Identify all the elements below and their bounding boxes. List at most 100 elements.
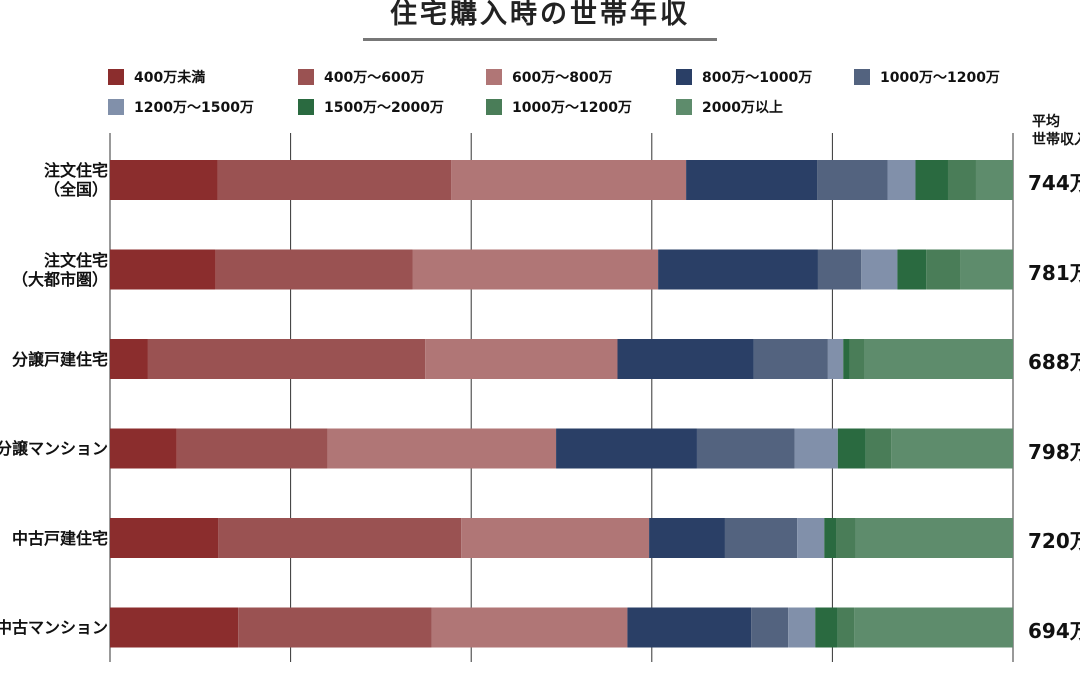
- bar-segment: [686, 160, 818, 200]
- category-label-line: 注文住宅: [43, 250, 108, 270]
- category-label: 分譲マンション: [0, 439, 108, 458]
- bar-segment: [110, 607, 239, 648]
- bar-segment: [217, 160, 452, 200]
- bar-segment: [855, 518, 1013, 558]
- legend-label: 2000万以上: [702, 100, 783, 116]
- bar-segment: [887, 160, 916, 200]
- legend-swatch: [108, 69, 124, 85]
- legend-item: 400万～600万: [298, 66, 424, 88]
- bar-segment: [753, 339, 828, 379]
- legend-item: 1000万～1200万: [486, 96, 632, 118]
- legend-label: 1200万～1500万: [134, 100, 254, 116]
- category-label: 注文住宅 （全国）: [44, 161, 108, 199]
- bar-segment: [815, 607, 838, 648]
- bar-segment: [849, 339, 865, 379]
- bar-segment: [824, 518, 837, 558]
- legend-swatch: [854, 69, 870, 85]
- bar-segment: [788, 607, 816, 648]
- category-label: 中古マンション: [0, 618, 108, 637]
- bar-segment: [864, 339, 1013, 379]
- bar-segment: [751, 607, 789, 648]
- title-underline: [363, 38, 717, 41]
- legend-item: 800万～1000万: [676, 66, 812, 88]
- legend-swatch: [676, 99, 692, 115]
- average-header-line: 世帯収入: [1032, 132, 1080, 148]
- bar-segment: [218, 518, 462, 558]
- legend-item: 1500万～2000万: [298, 96, 444, 118]
- legend-item: 1200万～1500万: [108, 96, 254, 118]
- bar-segment: [837, 607, 855, 648]
- category-label: 中古戸建住宅: [12, 529, 108, 548]
- bar-segment: [556, 428, 697, 469]
- bar-segment: [861, 249, 898, 290]
- bar-segment: [627, 607, 752, 648]
- average-income-label: 720万: [1028, 529, 1080, 553]
- average-header-line: 平均: [1032, 114, 1060, 130]
- legend-label: 1000万～1200万: [512, 100, 632, 116]
- bar-segment: [425, 339, 618, 379]
- legend-label: 1000万～1200万: [880, 70, 1000, 86]
- bar-segment: [926, 249, 961, 290]
- bar-segment: [110, 428, 177, 469]
- bar-segment: [147, 339, 426, 379]
- bar-segment: [176, 428, 328, 469]
- bar-segment: [827, 339, 844, 379]
- bar-segment: [854, 607, 1013, 648]
- average-income-label: 694万: [1028, 618, 1080, 643]
- category-label: 分譲戸建住宅: [12, 350, 108, 369]
- legend-swatch: [486, 99, 502, 115]
- bar-segment: [238, 607, 432, 648]
- bar-segment: [897, 249, 927, 290]
- average-income-label: 798万: [1028, 439, 1080, 464]
- legend: 400万未満 400万～600万 600万～800万 800万～1000万 1000万～…: [108, 66, 1038, 122]
- bar-segment: [110, 160, 218, 200]
- bar-segment: [649, 518, 725, 558]
- legend-swatch: [676, 69, 692, 85]
- bar-segment: [947, 160, 976, 200]
- category-label-line: （全国）: [43, 180, 108, 199]
- legend-label: 400万～600万: [324, 70, 425, 86]
- legend-label: 800万～1000万: [702, 70, 813, 86]
- legend-label: 400万未満: [134, 70, 206, 86]
- average-income-label: 744万: [1028, 171, 1080, 195]
- legend-item: 600万～800万: [486, 66, 612, 88]
- bar-segment: [110, 518, 219, 558]
- bar-segment: [658, 249, 818, 290]
- bar-segment: [412, 249, 659, 290]
- category-label-line: 注文住宅: [43, 161, 108, 180]
- legend-label: 1500万～2000万: [324, 100, 444, 116]
- bar-segment: [817, 160, 888, 200]
- category-label-line: 分譲戸建住宅: [11, 349, 108, 369]
- bar-segment: [837, 428, 866, 469]
- legend-item: 1000万～1200万: [854, 66, 1000, 88]
- legend-label: 600万～800万: [512, 70, 613, 86]
- bar-segment: [843, 339, 850, 379]
- bar-segment: [724, 518, 798, 558]
- bar-segment: [215, 249, 413, 290]
- bar-segment: [461, 518, 650, 558]
- bar-segment: [817, 249, 862, 290]
- bar-segment: [891, 428, 1013, 469]
- bar-segment: [110, 249, 216, 290]
- chart-title: 住宅購入時の世帯年収: [390, 0, 690, 30]
- legend-swatch: [298, 99, 314, 115]
- bar-segment: [836, 518, 856, 558]
- bar-segment: [797, 518, 825, 558]
- bar-segment: [794, 428, 838, 469]
- bar-segment: [865, 428, 892, 469]
- bar-segment: [617, 339, 754, 379]
- legend-swatch: [298, 69, 314, 85]
- average-income-label: 688万: [1028, 350, 1080, 374]
- bar-segment: [960, 249, 1013, 290]
- category-label-line: 中古戸建住宅: [11, 528, 108, 548]
- category-label-line: 中古マンション: [0, 618, 108, 637]
- average-income-header: 平均世帯収入: [1032, 113, 1080, 149]
- legend-item: 2000万以上: [676, 96, 783, 118]
- average-income-label: 781万: [1028, 260, 1080, 285]
- bar-segment: [431, 607, 628, 648]
- legend-item: 400万未満: [108, 66, 205, 88]
- category-label-line: 分譲マンション: [0, 439, 108, 458]
- legend-swatch: [108, 99, 124, 115]
